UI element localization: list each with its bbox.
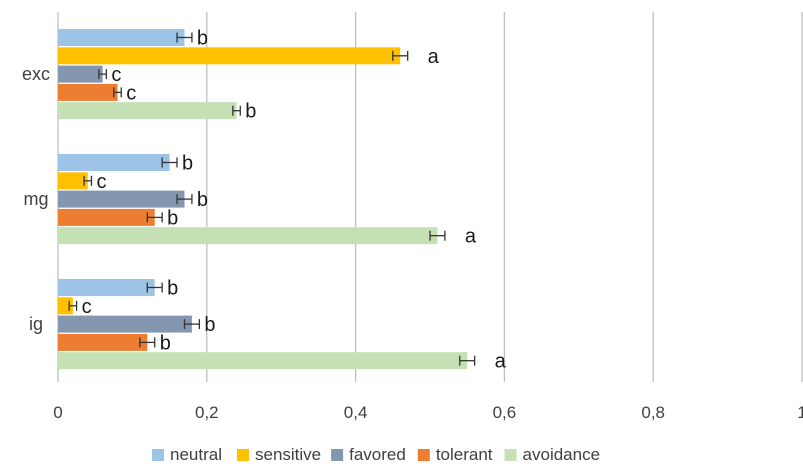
legend-label-favored: favored	[349, 445, 406, 464]
category-label: ig	[29, 314, 43, 334]
significance-label: b	[167, 207, 178, 229]
bar-neutral-mg	[58, 154, 170, 171]
significance-label: a	[465, 226, 477, 248]
bar-tolerant-ig	[58, 333, 148, 351]
category-label: mg	[23, 189, 48, 209]
bar-tolerant-exc	[58, 83, 118, 101]
legend-label-avoidance: avoidance	[523, 445, 601, 464]
significance-label: a	[495, 351, 507, 373]
bars	[58, 29, 468, 370]
legend-swatch-tolerant	[417, 449, 430, 461]
bar-sensitive-mg	[58, 172, 88, 190]
legend-swatch-neutral	[152, 449, 164, 461]
legend: neutral sensitive favored tolerant avoidance	[152, 445, 600, 464]
legend-label-neutral: neutral	[170, 445, 222, 464]
x-tick-label: 0	[53, 403, 62, 422]
x-tick-label: 0,8	[641, 403, 665, 422]
significance-label: a	[428, 46, 440, 68]
bar-tolerant-mg	[58, 208, 155, 226]
x-tick-label: 0,6	[493, 403, 517, 422]
x-tick-label: 0,4	[344, 403, 368, 422]
significance-label: b	[245, 101, 256, 123]
error-bars	[68, 32, 476, 366]
bar-sensitive-exc	[58, 47, 401, 65]
significance-label: b	[160, 332, 171, 354]
bar-avoidance-exc	[58, 102, 237, 120]
significance-label: b	[197, 28, 208, 50]
legend-swatch-sensitive	[236, 449, 249, 461]
significance-label: b	[182, 153, 193, 175]
axis-labels: 0 0,2 0,4 0,6 0,8 1 exc mg ig	[22, 64, 803, 422]
significance-label: c	[126, 82, 136, 104]
bar-favored-ig	[58, 315, 192, 333]
significance-label: c	[96, 171, 106, 193]
bar-favored-exc	[58, 65, 103, 83]
legend-label-sensitive: sensitive	[255, 445, 321, 464]
significance-label: b	[197, 189, 208, 211]
bar-avoidance-ig	[58, 352, 468, 370]
legend-label-tolerant: tolerant	[436, 445, 493, 464]
category-label: exc	[22, 64, 50, 84]
x-tick-label: 0,2	[195, 403, 219, 422]
significance-label: b	[167, 278, 178, 300]
x-tick-label: 1	[797, 403, 803, 422]
bar-avoidance-mg	[58, 227, 438, 245]
significance-label: c	[82, 296, 92, 318]
legend-swatch-favored	[331, 449, 344, 461]
bar-neutral-ig	[58, 279, 155, 296]
bar-neutral-exc	[58, 29, 185, 46]
bar-favored-mg	[58, 190, 185, 208]
significance-label: b	[204, 314, 215, 336]
legend-swatch-avoidance	[504, 449, 517, 461]
significance-label: c	[111, 64, 121, 86]
